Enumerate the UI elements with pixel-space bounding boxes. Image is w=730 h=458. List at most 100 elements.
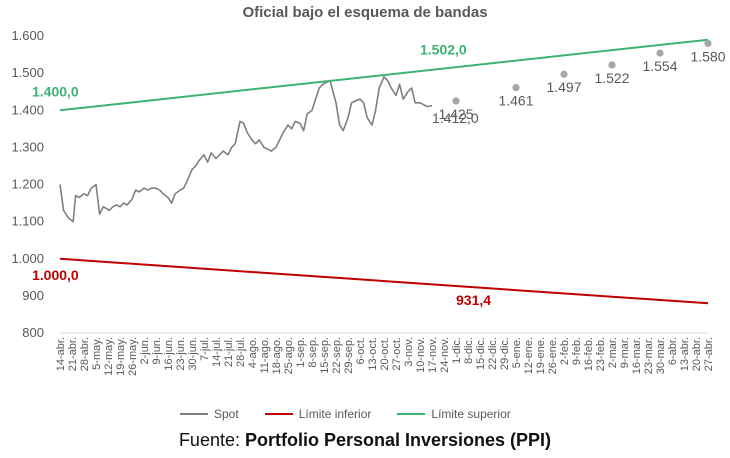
x-tick-label: 30-mar. [655, 337, 667, 374]
y-axis: 800 900 1.000 1.100 1.200 1.300 1.400 1.500 1.60… [11, 28, 44, 340]
x-tick-label: 12-ene. [523, 337, 535, 374]
y-tick-label: 800 [22, 325, 44, 340]
x-tick-label: 25-ago. [283, 337, 295, 374]
x-tick-label: 2-feb. [559, 337, 571, 365]
x-tick-label: 4-ago. [247, 337, 259, 368]
forecast-point [452, 97, 460, 105]
x-tick-label: 6-oct. [355, 337, 367, 365]
x-tick-label: 21-jul. [223, 337, 235, 367]
x-tick-label: 2-mar. [607, 337, 619, 368]
y-tick-label: 1.600 [11, 28, 44, 43]
x-tick-label: 5-ene. [511, 337, 523, 368]
x-tick-label: 30-jun. [187, 337, 199, 371]
y-tick-label: 1.400 [11, 102, 44, 117]
x-axis: 14-abr. 21-abr. 28-abr. 5-may. 12-may. 19-may… [55, 332, 715, 376]
x-tick-label: 26-may. [127, 337, 139, 376]
x-tick-label: 13-abr. [679, 337, 691, 371]
forecast-label: 1.554 [642, 58, 677, 74]
x-tick-label: 9-jun. [151, 337, 163, 365]
y-tick-label: 1.100 [11, 214, 44, 229]
chart-title: Oficial bajo el esquema de bandas [242, 4, 488, 21]
legend: Spot Límite inferior Límite superior [180, 405, 600, 423]
x-tick-label: 29-dic. [499, 337, 511, 370]
x-tick-label: 7-jul. [199, 337, 211, 361]
series-lines [59, 38, 709, 305]
x-tick-label: 6-abr. [667, 337, 679, 365]
x-tick-label: 15-dic. [475, 337, 487, 370]
forecast-point [656, 49, 664, 57]
x-tick-label: 5-may. [91, 337, 103, 370]
annotations: 1.400,0 1.502,0 1.000,0 931,4 1.412,0 [32, 41, 491, 308]
x-tick-label: 12-may. [103, 337, 115, 376]
x-tick-label: 22-sep. [331, 337, 343, 374]
y-tick-label: 1.000 [11, 251, 44, 266]
x-tick-label: 8-dic. [463, 337, 475, 364]
forecast-label: 1.425 [438, 106, 473, 122]
legend-label: Spot [214, 407, 239, 421]
x-tick-label: 27-oct. [391, 337, 403, 371]
x-tick-label: 2-jun. [139, 337, 151, 365]
x-tick-label: 15-sep. [319, 337, 331, 374]
x-tick-label: 29-sep. [343, 337, 355, 374]
forecast-point [512, 84, 520, 92]
x-tick-label: 19-ene. [535, 337, 547, 374]
x-tick-label: 23-jun. [175, 337, 187, 371]
x-tick-label: 17-nov. [427, 337, 439, 373]
series-line [59, 38, 709, 112]
y-tick-label: 1.500 [11, 65, 44, 80]
forecast-label: 1.461 [498, 93, 533, 109]
x-tick-label: 9-mar. [619, 337, 631, 368]
x-tick-label: 8-sep. [307, 337, 319, 368]
forecast-point [608, 61, 616, 69]
x-tick-label: 20-oct. [379, 337, 391, 371]
x-tick-label: 16-feb. [583, 337, 595, 371]
x-tick-label: 21-abr. [67, 337, 79, 371]
legend-swatch [180, 413, 208, 415]
forecast-points: 1.425 1.461 1.497 1.522 1.554 1.580 [438, 39, 726, 122]
forecast-point [560, 70, 568, 78]
annotation-label: 1.400,0 [32, 83, 79, 99]
forecast-label: 1.497 [546, 79, 581, 95]
x-tick-label: 24-nov. [439, 337, 451, 373]
x-tick-label: 1-sep. [295, 337, 307, 368]
legend-swatch [264, 413, 293, 415]
x-tick-label: 27-abr. [703, 337, 715, 371]
x-tick-label: 18-ago. [271, 337, 283, 374]
series-line [59, 257, 709, 305]
annotation-label: 931,4 [456, 292, 491, 308]
y-tick-label: 1.200 [11, 177, 44, 192]
legend-item: Spot [180, 407, 239, 421]
legend-label: Límite superior [431, 407, 511, 421]
forecast-label: 1.522 [594, 70, 629, 86]
x-tick-label: 14-jul. [211, 337, 223, 367]
x-tick-label: 23-mar. [643, 337, 655, 374]
annotation-label: 1.502,0 [420, 41, 467, 57]
source-prefix: Fuente: [178, 430, 245, 450]
x-tick-label: 3-nov. [403, 337, 415, 367]
legend-item: Límite superior [397, 407, 511, 421]
series-line [59, 76, 433, 223]
forecast-label: 1.580 [690, 48, 725, 64]
x-tick-label: 26-ene. [547, 337, 559, 374]
legend-item: Límite inferior [264, 407, 372, 421]
source-name: Portfolio Personal Inversiones (PPI) [244, 430, 552, 450]
x-tick-label: 16-mar. [631, 337, 643, 374]
x-tick-label: 10-nov. [415, 337, 427, 373]
x-tick-label: 20-abr. [691, 337, 703, 371]
y-tick-label: 1.300 [11, 139, 44, 154]
source-note: Fuente: Portfolio Personal Inversiones (… [0, 430, 730, 451]
annotation-label: 1.412,0 [432, 110, 479, 126]
x-tick-label: 16-jun. [163, 337, 175, 371]
legend-label: Límite inferior [298, 407, 372, 421]
x-tick-label: 11-ago. [259, 337, 271, 374]
x-tick-label: 13-oct. [367, 337, 379, 371]
x-tick-label: 28-abr. [79, 337, 91, 371]
y-tick-label: 900 [22, 288, 44, 303]
x-tick-label: 23-feb. [595, 337, 607, 371]
forecast-point [704, 39, 712, 48]
x-tick-label: 1-dic. [451, 337, 463, 364]
x-tick-label: 22-dic. [487, 337, 499, 370]
x-tick-label: 14-abr. [55, 337, 67, 371]
x-tick-label: 19-may. [115, 337, 127, 376]
